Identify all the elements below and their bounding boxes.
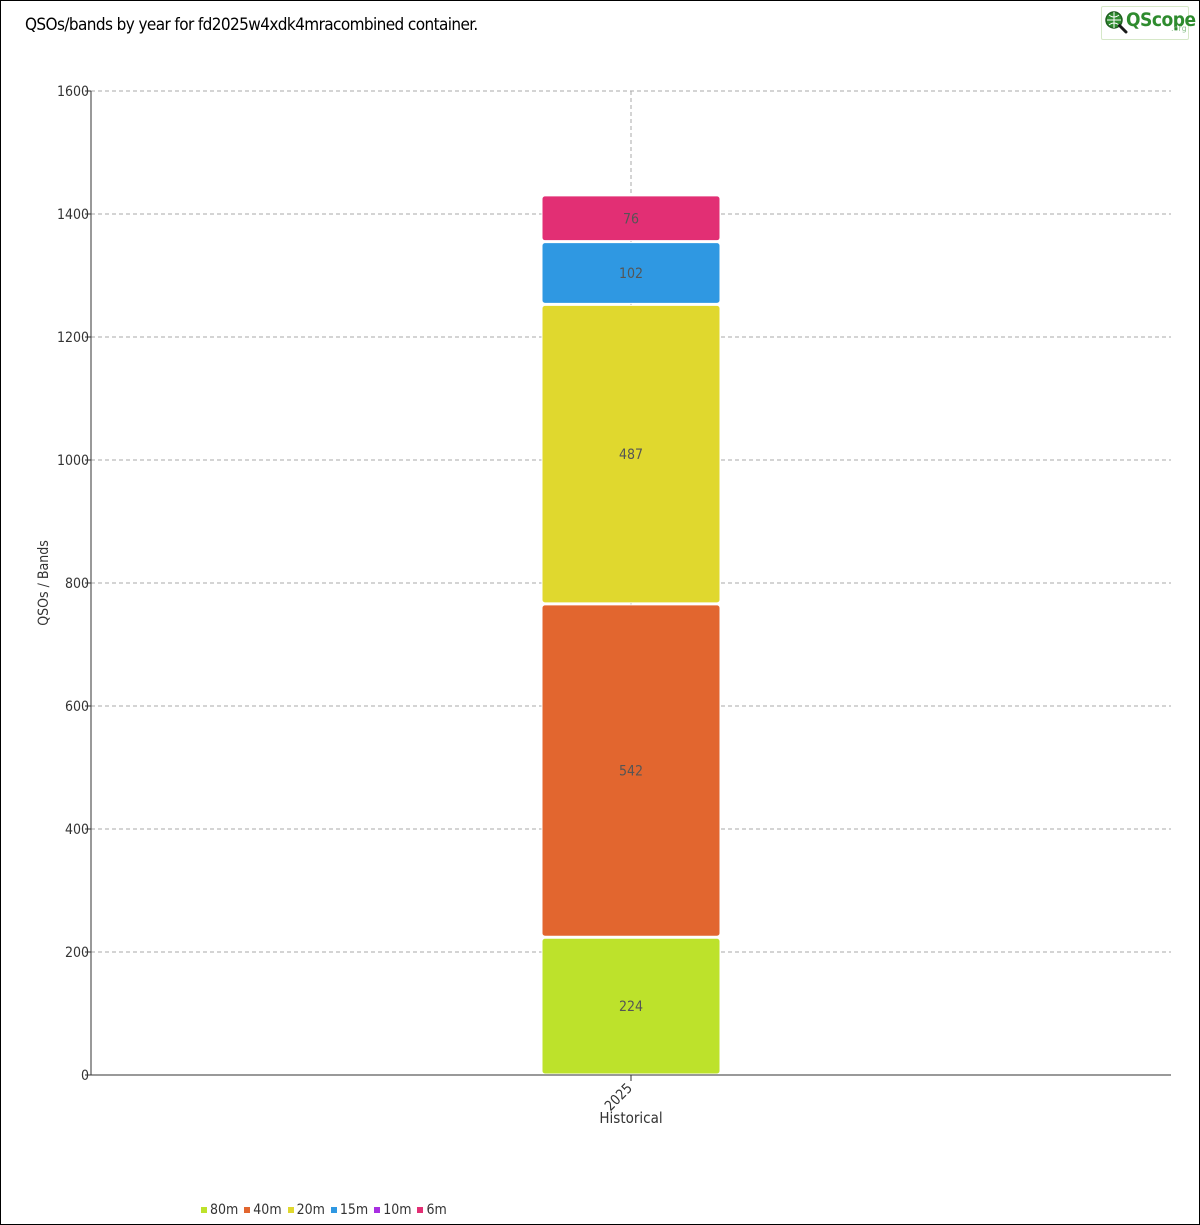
y-tick-label: 1400	[57, 207, 89, 223]
legend-item-40m[interactable]: 40m	[244, 1202, 282, 1218]
y-tick-label: 800	[65, 576, 89, 592]
chart-legend: 80m 40m 20m 15m 10m 6m	[201, 1202, 453, 1218]
legend-item-20m[interactable]: 20m	[287, 1202, 325, 1218]
legend-item-80m[interactable]: 80m	[201, 1202, 238, 1218]
chart-title: QSOs/bands by year for fd2025w4xdk4mraco…	[25, 15, 478, 35]
magnifier-globe-icon	[1105, 11, 1128, 34]
y-tick-label: 1600	[57, 84, 89, 100]
legend-label: 15m	[339, 1202, 369, 1218]
bar-segment-40m	[541, 604, 721, 937]
bar-segment-20m	[541, 304, 721, 604]
legend-label: 20m	[296, 1202, 325, 1218]
logo-wordmark: QScope	[1126, 9, 1196, 31]
y-tick-label: 0	[81, 1068, 89, 1084]
legend-item-10m[interactable]: 10m	[374, 1202, 411, 1218]
logo-suffix: .org	[1171, 24, 1187, 33]
bar-value-label-15m: 102	[619, 266, 643, 282]
legend-item-15m[interactable]: 15m	[330, 1202, 369, 1218]
y-tick-label: 200	[65, 945, 89, 961]
y-tick-label: 400	[65, 822, 89, 838]
bar-value-label-20m: 487	[619, 447, 643, 463]
y-tick-label: 1200	[57, 330, 89, 346]
y-tick-label: 600	[65, 699, 89, 715]
x-axis-title: Historical	[599, 1109, 662, 1127]
y-tick-label: 1000	[57, 453, 89, 469]
legend-label: 40m	[253, 1202, 282, 1218]
bar-segment-15m	[541, 242, 721, 304]
legend-label: 6m	[426, 1202, 447, 1218]
legend-swatch	[374, 1207, 381, 1213]
legend-label: 80m	[210, 1202, 239, 1218]
legend-swatch	[287, 1207, 294, 1213]
legend-label: 10m	[383, 1202, 412, 1218]
legend-item-6m[interactable]: 6m	[417, 1202, 447, 1218]
bar-segment-6m	[541, 195, 721, 242]
bar-value-label-80m: 224	[619, 999, 643, 1015]
legend-swatch	[244, 1207, 251, 1213]
bar-value-label-40m: 542	[619, 764, 643, 780]
legend-swatch	[330, 1207, 337, 1213]
legend-swatch	[417, 1207, 424, 1213]
legend-swatch	[201, 1207, 207, 1213]
y-axis-title: QSOs / Bands	[36, 540, 52, 626]
bar-segment-80m	[541, 937, 721, 1075]
qscope-logo[interactable]: QScope .org	[1101, 6, 1196, 40]
bar-value-label-6m: 76	[623, 211, 639, 227]
